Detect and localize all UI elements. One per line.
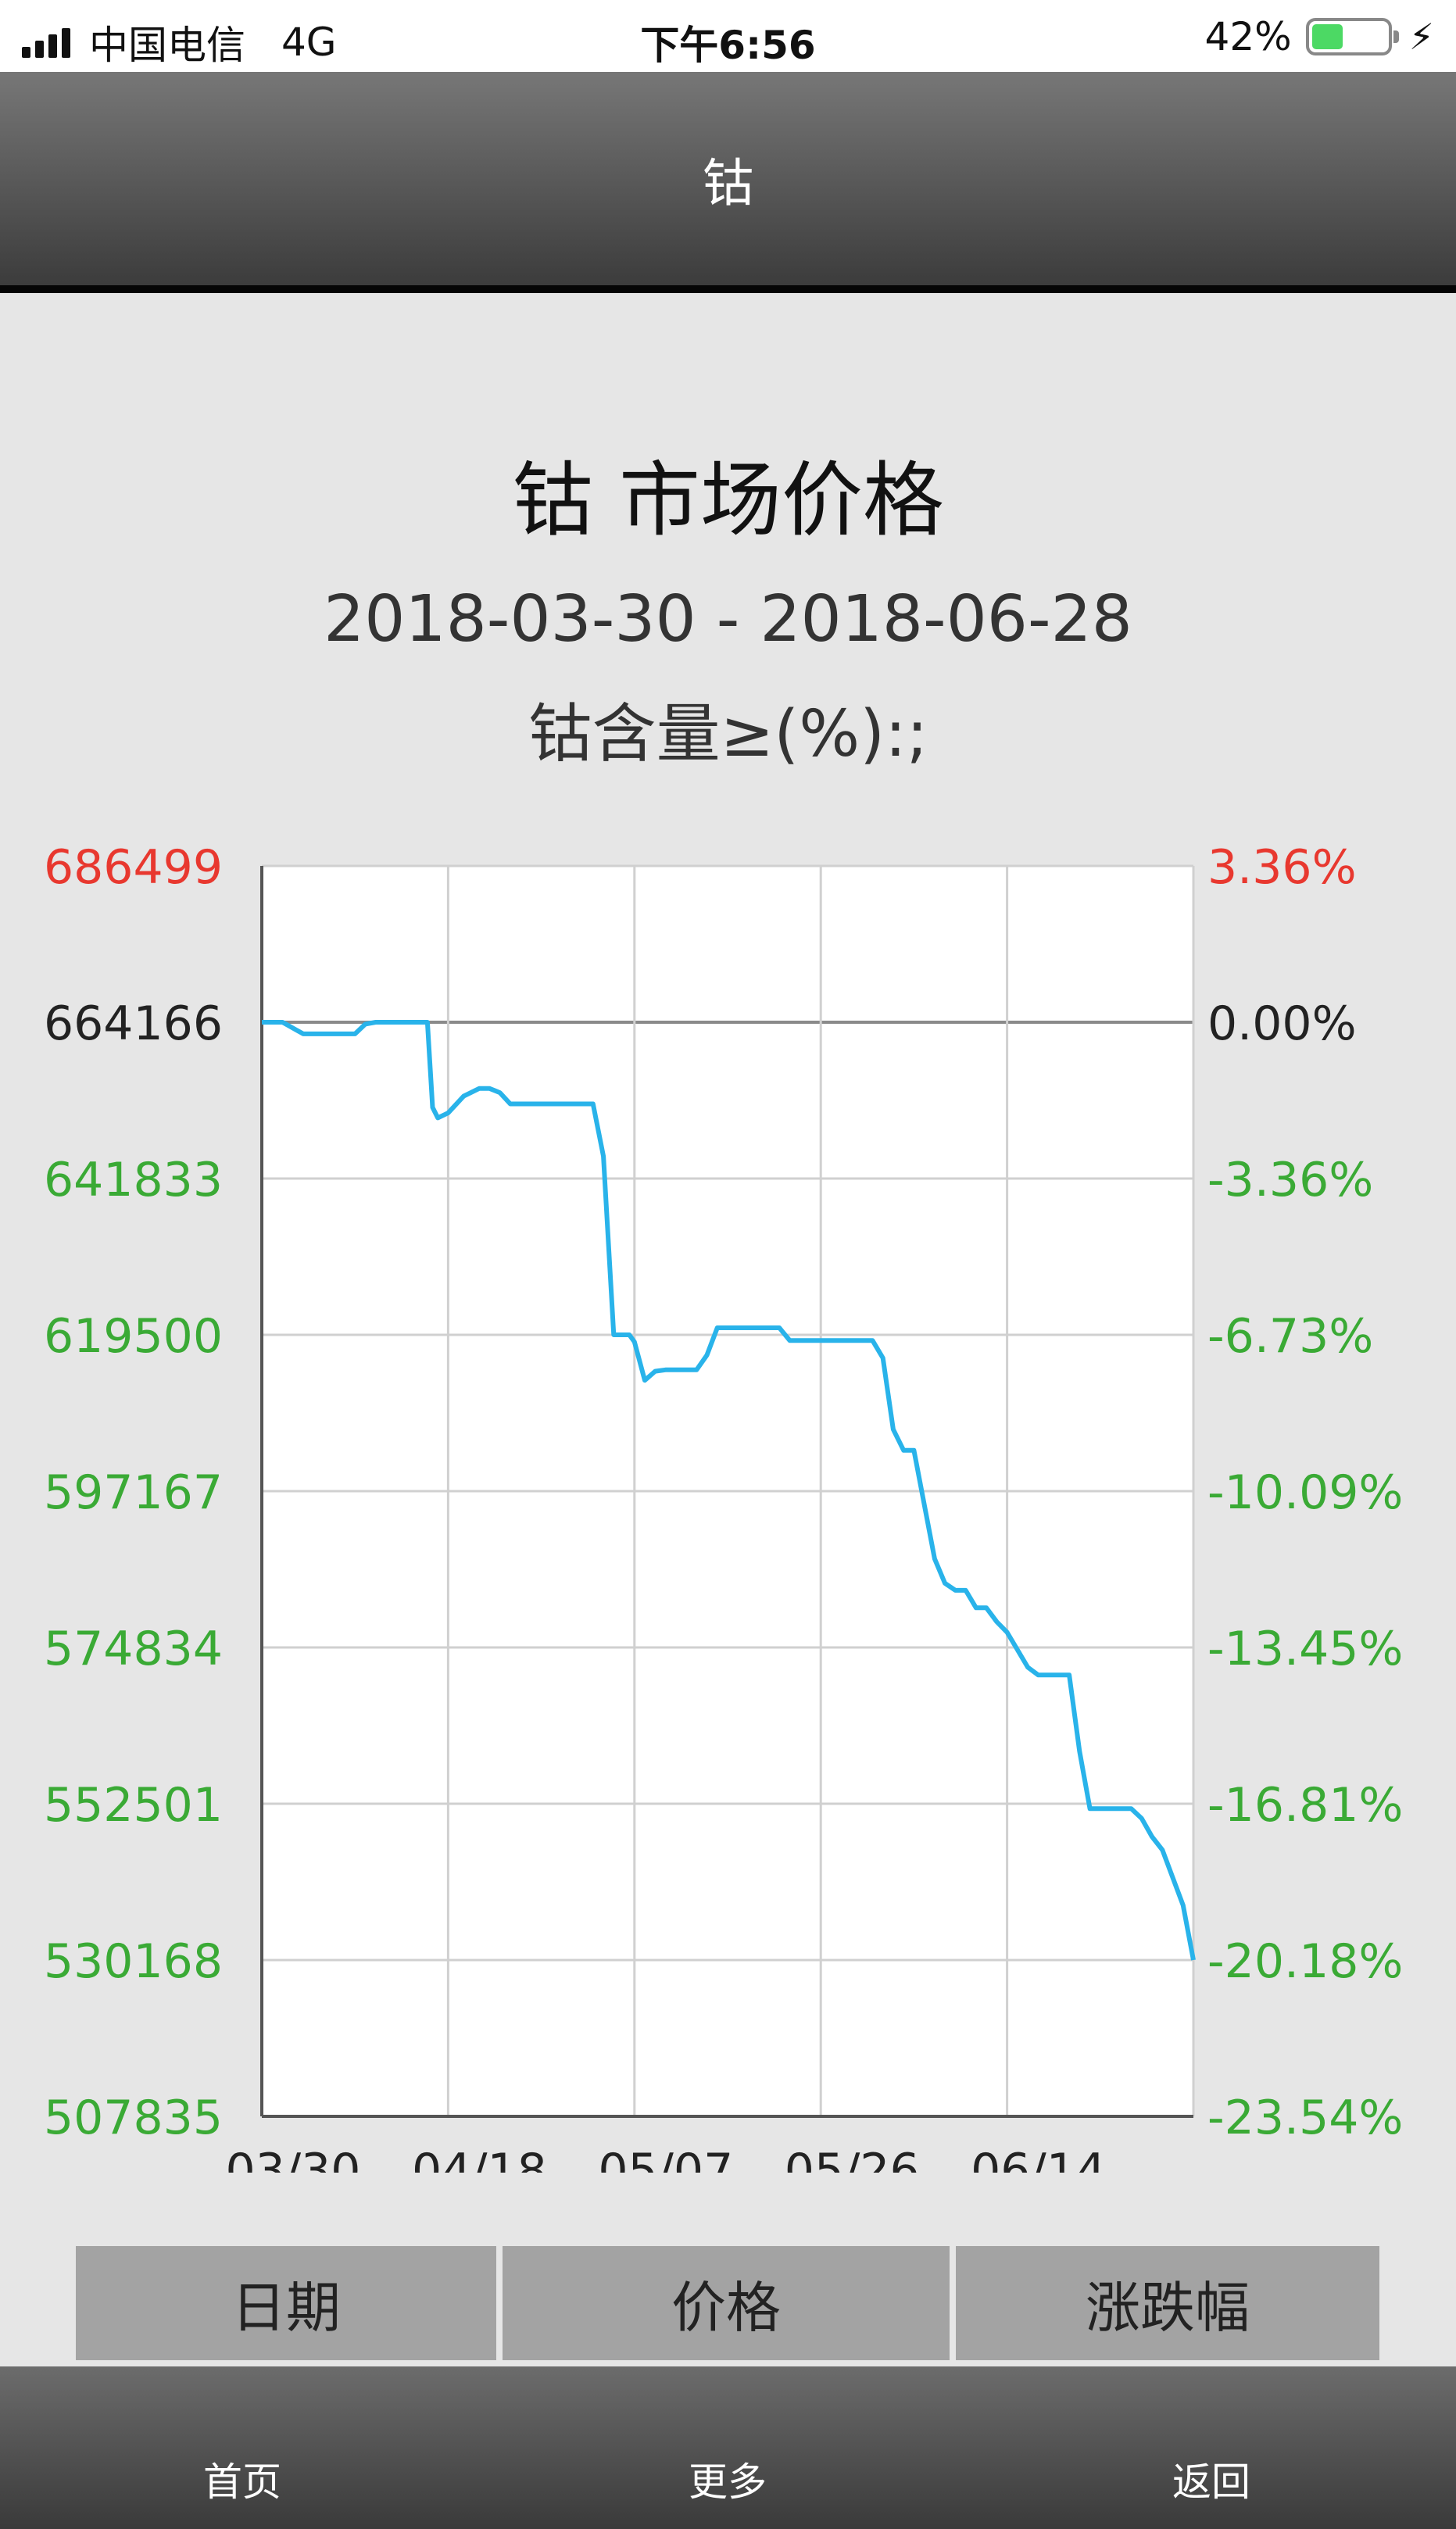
left-y-tick-label: 597167: [44, 1465, 223, 1520]
price-line: [262, 1020, 1196, 1961]
x-tick-label: 04/18: [412, 2144, 547, 2173]
tab-bar: 首页 更多 返回: [0, 2366, 1456, 2529]
nav-title: 钴: [702, 152, 754, 213]
status-right: 42% ⚡: [1205, 14, 1434, 59]
right-y-tick-label: -3.36%: [1207, 1153, 1373, 1207]
x-ticks: 03/30 04/18 05/07 05/26 06/14: [226, 2144, 1107, 2173]
left-y-tick-label: 507835: [44, 2091, 223, 2145]
navigation-bar: 钴: [0, 72, 1456, 293]
battery-percent: 42%: [1204, 14, 1292, 59]
right-y-tick-label: -13.45%: [1207, 1622, 1403, 1676]
battery-fill: [1311, 24, 1343, 49]
carrier-name: 中国电信: [89, 23, 245, 68]
right-y-tick-label: -10.09%: [1207, 1465, 1403, 1520]
price-chart: 686499 664166 641833 619500 597167 574834 5525…: [44, 840, 1403, 2173]
series-group: [262, 1020, 1196, 1961]
left-y-tick-label: 530168: [44, 1934, 223, 1989]
status-left: 中国电信 4G: [22, 14, 337, 70]
chart-subtitle: 钴含量≥(%):;: [528, 697, 928, 771]
left-y-tick-label: 664166: [44, 996, 223, 1051]
x-tick-label: 03/30: [226, 2144, 361, 2173]
right-y-tick-label: -20.18%: [1207, 1934, 1403, 1989]
left-y-tick-label: 686499: [44, 840, 223, 895]
tab-more[interactable]: 更多: [689, 2459, 767, 2505]
right-y-tick-label: 3.36%: [1207, 840, 1357, 895]
right-y-ticks: 3.36% 0.00% -3.36% -6.73% -10.09% -13.45% -16.…: [1207, 840, 1403, 2145]
network-type: 4G: [281, 20, 337, 65]
chart-title: 钴 市场价格: [511, 453, 945, 548]
status-time: 下午6:56: [640, 23, 816, 68]
header-change[interactable]: 涨跌幅: [956, 2246, 1379, 2360]
x-tick-label: 06/14: [971, 2144, 1106, 2173]
x-tick-label: 05/07: [598, 2144, 733, 2173]
table-header: 日期 价格 涨跌幅: [76, 2246, 1379, 2360]
axes: [260, 866, 1193, 2118]
signal-icon: [22, 27, 75, 58]
left-y-ticks: 686499 664166 641833 619500 597167 574834 5525…: [44, 840, 223, 2145]
right-y-tick-label: 0.00%: [1207, 996, 1357, 1051]
right-y-tick-label: -6.73%: [1207, 1309, 1373, 1364]
chart-date-range: 2018-03-30 - 2018-06-28: [324, 582, 1132, 656]
tab-home[interactable]: 首页: [203, 2459, 281, 2505]
right-y-tick-label: -23.54%: [1207, 2091, 1403, 2145]
left-y-tick-label: 552501: [44, 1778, 223, 1833]
charging-bolt-icon: ⚡: [1408, 16, 1434, 58]
status-bar: 中国电信 4G 下午6:56 42% ⚡: [0, 0, 1456, 72]
battery-icon: [1305, 18, 1399, 55]
left-y-tick-label: 641833: [44, 1153, 223, 1207]
left-y-tick-label: 619500: [44, 1309, 223, 1364]
header-price[interactable]: 价格: [503, 2246, 950, 2360]
right-y-tick-label: -16.81%: [1207, 1778, 1403, 1833]
header-date[interactable]: 日期: [76, 2246, 496, 2360]
tab-back[interactable]: 返回: [1172, 2459, 1250, 2505]
x-tick-label: 05/26: [785, 2144, 920, 2173]
left-y-tick-label: 574834: [44, 1622, 223, 1676]
